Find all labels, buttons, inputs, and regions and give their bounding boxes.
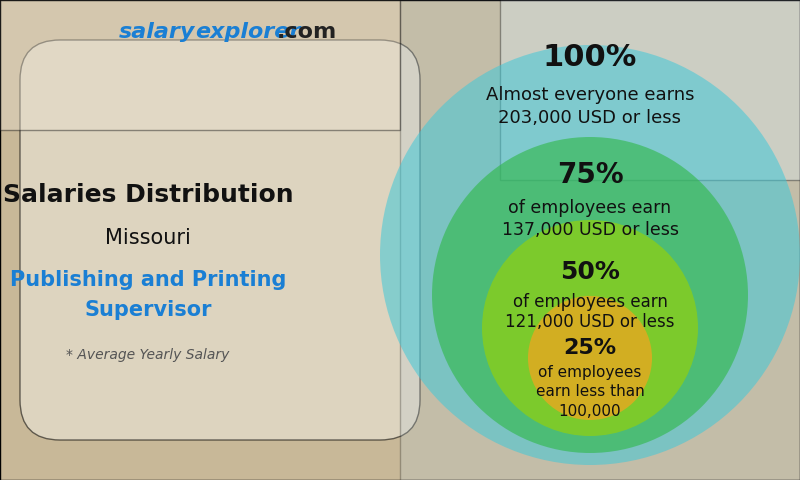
Circle shape xyxy=(528,296,652,420)
Text: .com: .com xyxy=(277,22,338,42)
FancyBboxPatch shape xyxy=(0,0,400,130)
FancyBboxPatch shape xyxy=(500,0,800,180)
Text: explorer: explorer xyxy=(195,22,300,42)
Text: of employees earn: of employees earn xyxy=(509,199,671,217)
Text: earn less than: earn less than xyxy=(536,384,644,399)
Text: * Average Yearly Salary: * Average Yearly Salary xyxy=(66,348,230,362)
Circle shape xyxy=(380,45,800,465)
Text: 50%: 50% xyxy=(560,260,620,284)
Circle shape xyxy=(482,220,698,436)
Text: of employees earn: of employees earn xyxy=(513,293,667,311)
FancyBboxPatch shape xyxy=(400,0,800,480)
Text: 75%: 75% xyxy=(557,161,623,189)
Text: 100,000: 100,000 xyxy=(558,404,622,419)
Text: 25%: 25% xyxy=(563,338,617,358)
Text: salary: salary xyxy=(118,22,195,42)
Text: Missouri: Missouri xyxy=(105,228,191,248)
Circle shape xyxy=(432,137,748,453)
Text: 121,000 USD or less: 121,000 USD or less xyxy=(506,313,674,331)
Text: 137,000 USD or less: 137,000 USD or less xyxy=(502,221,678,239)
Text: of employees: of employees xyxy=(538,364,642,380)
Text: 100%: 100% xyxy=(543,44,637,72)
Text: Publishing and Printing
Supervisor: Publishing and Printing Supervisor xyxy=(10,270,286,320)
Text: Almost everyone earns: Almost everyone earns xyxy=(486,86,694,104)
Text: Salaries Distribution: Salaries Distribution xyxy=(2,183,294,207)
FancyBboxPatch shape xyxy=(20,40,420,440)
Text: 203,000 USD or less: 203,000 USD or less xyxy=(498,109,682,127)
